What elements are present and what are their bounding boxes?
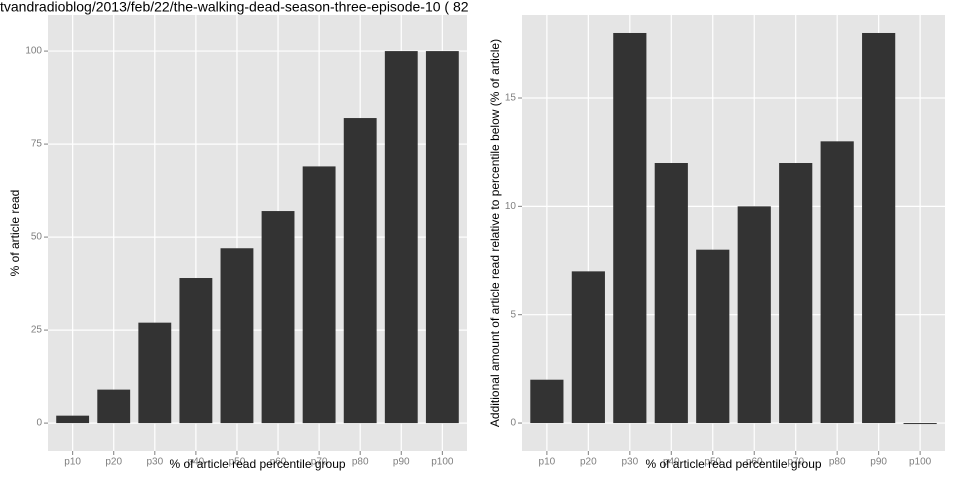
x-axis-title: % of article read percentile group <box>169 457 345 471</box>
x-tick-label: p30 <box>146 457 163 468</box>
y-tick-label: 10 <box>505 201 517 212</box>
bar <box>56 415 90 424</box>
bar <box>571 271 605 424</box>
y-tick-label: 25 <box>31 325 43 336</box>
bar <box>425 51 459 424</box>
bar <box>220 248 254 424</box>
y-tick-label: 100 <box>25 46 42 57</box>
y-tick-label: 5 <box>510 309 516 320</box>
x-tick-label: p100 <box>431 457 454 468</box>
bar <box>903 423 937 425</box>
x-tick-label: p20 <box>580 457 597 468</box>
bar <box>654 163 688 424</box>
bar <box>343 118 377 424</box>
bar <box>138 322 172 424</box>
bar <box>384 51 418 424</box>
x-tick-label: p80 <box>829 457 846 468</box>
bar <box>179 278 213 424</box>
bar <box>820 141 854 424</box>
x-tick-label: p80 <box>352 457 369 468</box>
bar <box>779 163 813 424</box>
x-tick-label: p10 <box>64 457 81 468</box>
x-tick-label: p100 <box>909 457 932 468</box>
bar <box>737 206 771 424</box>
x-tick-label: p40 <box>188 457 205 468</box>
bar <box>696 249 730 424</box>
chart-title: tvandradioblog/2013/feb/22/the-walking-d… <box>0 0 469 15</box>
x-tick-label: p70 <box>787 457 804 468</box>
bar <box>97 389 131 424</box>
bar <box>613 32 647 424</box>
x-tick-label: p60 <box>746 457 763 468</box>
x-tick-label: p10 <box>539 457 556 468</box>
bar <box>302 166 336 424</box>
bar <box>862 32 896 424</box>
x-tick-label: p70 <box>311 457 328 468</box>
y-tick-label: 50 <box>31 232 43 243</box>
x-tick-label: p50 <box>229 457 246 468</box>
x-tick-label: p50 <box>704 457 721 468</box>
x-tick-label: p60 <box>270 457 287 468</box>
y-tick-label: 0 <box>510 418 516 429</box>
x-axis-title: % of article read percentile group <box>645 457 821 471</box>
y-axis-title: % of article read <box>8 190 22 277</box>
x-tick-label: p90 <box>393 457 410 468</box>
y-tick-label: 0 <box>36 418 42 429</box>
y-tick-label: 75 <box>31 139 43 150</box>
bar <box>261 211 295 424</box>
x-tick-label: p20 <box>105 457 122 468</box>
bar <box>530 379 564 424</box>
x-tick-label: p90 <box>870 457 887 468</box>
y-tick-label: 15 <box>505 93 517 104</box>
y-axis-title: Additional amount of article read relati… <box>488 39 502 427</box>
x-tick-label: p30 <box>621 457 638 468</box>
x-tick-label: p40 <box>663 457 680 468</box>
